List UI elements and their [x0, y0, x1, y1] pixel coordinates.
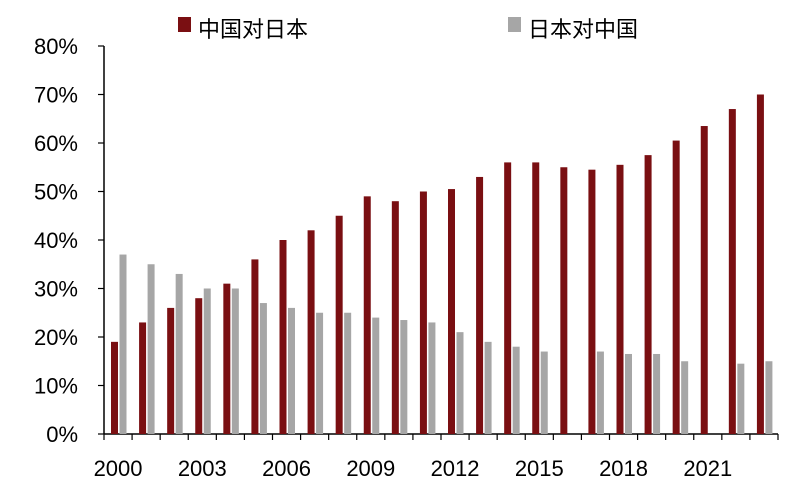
legend-swatch-series-1	[178, 17, 191, 32]
bar-series-1-2008	[335, 215, 343, 434]
x-tick-label: 2018	[599, 456, 648, 481]
bar-series-1-2014	[504, 162, 512, 434]
y-tick-label: 50%	[34, 180, 78, 205]
bar-series-2-2022	[737, 363, 745, 434]
bar-series-2-2020	[681, 361, 689, 434]
y-axis: 0% 10% 20% 30% 40% 50% 60% 70% 80%	[34, 34, 105, 447]
bar-series-2-2017	[596, 351, 604, 434]
bar-series-1-2018	[616, 164, 624, 434]
bar-series-1-2016	[560, 167, 568, 434]
y-tick-label: 40%	[34, 228, 78, 253]
bar-series-2-2013	[484, 341, 492, 434]
y-tick-label: 30%	[34, 277, 78, 302]
bar-series-2-2004	[231, 288, 239, 434]
bar-series-2-2001	[147, 264, 155, 434]
x-tick-label: 2009	[346, 456, 395, 481]
bar-series-2-2012	[456, 332, 464, 434]
bar-series-2-2014	[512, 346, 520, 434]
bar-series-1-2019	[644, 155, 652, 434]
y-tick-label: 70%	[34, 83, 78, 108]
legend-swatch-series-2	[508, 17, 521, 32]
bar-series-2-2002	[175, 273, 183, 434]
y-tick-label: 10%	[34, 374, 78, 399]
bar-series-1-2012	[448, 189, 455, 434]
bar-series-2-2007	[316, 312, 324, 434]
bar-series-1-2007	[307, 230, 315, 434]
legend-label-series-1: 中国对日本	[198, 18, 308, 43]
bar-series-1-2003	[195, 298, 203, 434]
bar-series-1-2011	[419, 191, 427, 434]
y-tick-label: 60%	[34, 131, 78, 156]
bar-series-2-2008	[344, 312, 352, 434]
y-tick-label: 0%	[46, 422, 78, 447]
legend: 中国对日本 日本对中国	[178, 17, 638, 43]
bar-series-1-2001	[139, 322, 147, 434]
y-tick-label: 80%	[34, 34, 78, 59]
x-tick-label: 2000	[94, 456, 143, 481]
bar-series-1-2010	[391, 201, 399, 434]
bar-series-2-2000	[119, 254, 127, 434]
bar-series-2-2003	[203, 288, 211, 434]
bar-series-2-2009	[372, 317, 380, 434]
bar-series-2-2010	[400, 320, 408, 434]
bar-series-1-2017	[588, 169, 596, 435]
x-tick-label: 2012	[431, 456, 480, 481]
bar-series-1-2023	[756, 94, 764, 434]
x-tick-label: 2015	[515, 456, 564, 481]
bar-series-1-2000	[111, 341, 118, 434]
x-tick-label: 2006	[262, 456, 311, 481]
bar-series-1-2021	[700, 126, 708, 435]
bar-series-1-2020	[672, 140, 680, 434]
bar-series-2-2011	[428, 322, 436, 434]
bar-series-1-2006	[279, 240, 287, 434]
bar-series-1-2002	[167, 307, 175, 434]
bar-series-1-2013	[476, 176, 484, 434]
x-axis: 2000 2003 2006 2009 2012 2015 2018 2021	[94, 433, 779, 481]
bar-series-2-2023	[765, 361, 773, 434]
bar-series-2-2006	[288, 307, 295, 434]
bar-series-1-2004	[223, 283, 231, 434]
y-tick-label: 20%	[34, 325, 78, 350]
bar-series-1-2005	[251, 259, 259, 434]
legend-label-series-2: 日本对中国	[528, 18, 638, 43]
bar-series-1-2009	[363, 196, 371, 434]
bars	[111, 94, 773, 435]
x-tick-label: 2021	[683, 456, 732, 481]
bar-series-2-2005	[259, 303, 267, 434]
bar-series-2-2015	[540, 351, 548, 434]
bar-series-2-2019	[653, 353, 661, 434]
x-tick-label: 2003	[178, 456, 227, 481]
bar-series-1-2015	[532, 162, 540, 434]
bar-series-2-2018	[625, 353, 632, 434]
bar-series-1-2022	[728, 109, 736, 435]
